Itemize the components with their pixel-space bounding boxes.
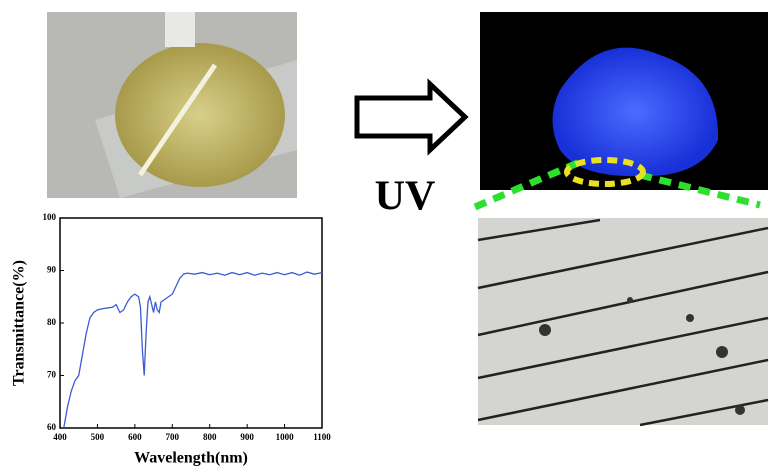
tem-image xyxy=(478,218,768,425)
tweezers xyxy=(165,12,195,47)
chart: 60 70 80 90 100 400 500 600 700 800 900 1000 1100 Wav… xyxy=(11,212,332,467)
figure: UV 60 70 80 90 100 400 500 600 700 800 900 1000 1100… xyxy=(0,0,769,469)
y-tick-label: 100 xyxy=(43,212,57,222)
uv-label: UV xyxy=(375,174,436,220)
x-tick-label: 700 xyxy=(166,432,180,442)
y-tick-label: 70 xyxy=(47,370,57,380)
x-tick-label: 800 xyxy=(203,432,217,442)
x-tick-label: 1000 xyxy=(276,432,295,442)
film-disk xyxy=(115,43,285,187)
x-tick-label: 600 xyxy=(128,432,142,442)
x-tick-label: 900 xyxy=(240,432,254,442)
line-series xyxy=(64,272,322,428)
x-axis-label: Wavelength(nm) xyxy=(134,450,248,467)
y-tick-label: 60 xyxy=(47,422,57,432)
arrow xyxy=(357,84,465,150)
x-tick-label: 500 xyxy=(91,432,105,442)
y-tick-label: 90 xyxy=(47,265,57,275)
x-tick-label: 400 xyxy=(53,432,67,442)
page: UV 60 70 80 90 100 400 500 600 700 800 900 1000 1100… xyxy=(0,0,769,469)
y-axis-label: Transmittance(%) xyxy=(11,260,28,386)
x-tick-label: 1100 xyxy=(313,432,331,442)
y-tick-label: 80 xyxy=(47,317,57,327)
plot-frame xyxy=(60,218,322,428)
